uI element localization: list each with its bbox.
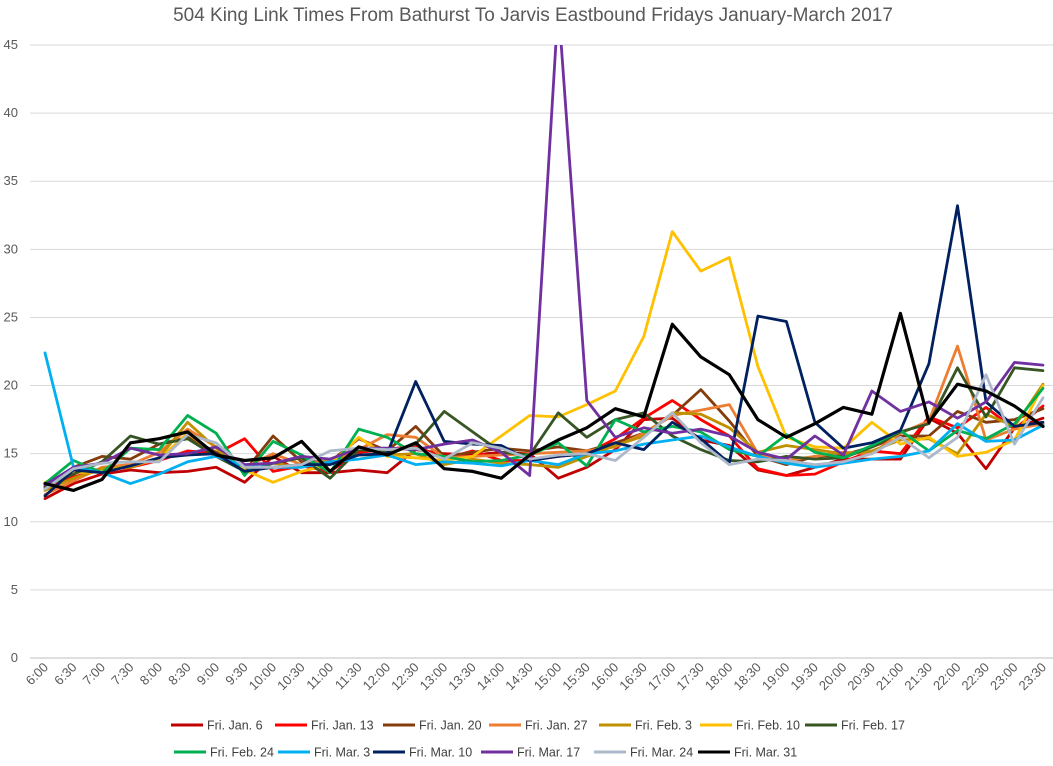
gridlines — [30, 44, 1053, 659]
y-tick-label: 15 — [4, 446, 18, 461]
y-tick-label: 10 — [4, 514, 18, 529]
y-axis: 0 5 10 15 20 25 30 35 40 45 — [4, 37, 18, 665]
x-tick-label: 13:30 — [445, 660, 479, 694]
x-tick-label: 19:00 — [759, 660, 793, 694]
x-tick-label: 15:00 — [531, 660, 565, 694]
x-tick-label: 14:00 — [474, 660, 508, 694]
y-tick-label: 0 — [11, 650, 18, 665]
y-tick-label: 5 — [11, 582, 18, 597]
x-tick-label: 11:30 — [332, 660, 365, 693]
series-line — [43, 382, 1045, 492]
x-tick-label: 15:30 — [559, 660, 593, 694]
x-tick-label: 23:00 — [987, 660, 1021, 694]
legend-label: Fri. Mar. 31 — [734, 746, 797, 760]
x-tick-label: 20:30 — [844, 660, 878, 694]
x-tick-label: 8:30 — [165, 660, 194, 689]
x-tick-label: 22:30 — [958, 660, 992, 694]
x-tick-label: 9:00 — [194, 660, 223, 689]
x-tick-label: 10:30 — [274, 660, 308, 694]
legend-label: Fri. Mar. 24 — [630, 746, 693, 760]
y-tick-label: 20 — [4, 378, 18, 393]
x-tick-label: 14:30 — [502, 660, 536, 694]
legend-label: Fri. Jan. 27 — [525, 719, 588, 733]
x-tick-label: 12:00 — [360, 660, 394, 694]
x-tick-label: 23:30 — [1016, 660, 1050, 694]
series-line — [43, 311, 1045, 492]
x-tick-label: 19:30 — [787, 660, 821, 694]
legend: Fri. Jan. 6 Fri. Jan. 13 Fri. Jan. 20 Fri. … — [171, 719, 905, 760]
y-tick-label: 35 — [4, 173, 18, 188]
x-tick-label: 18:30 — [730, 660, 764, 694]
x-tick-label: 10:00 — [246, 660, 280, 694]
x-tick-label: 7:00 — [80, 660, 109, 689]
x-tick-label: 17:00 — [645, 660, 679, 694]
x-axis: 6:00 6:30 7:00 7:30 8:00 8:30 9:00 9:3010:0010:… — [23, 660, 1050, 694]
series-line — [43, 45, 1045, 487]
legend-label: Fri. Mar. 3 — [314, 746, 370, 760]
legend-label: Fri. Feb. 24 — [210, 746, 274, 760]
x-tick-label: 17:30 — [673, 660, 707, 694]
legend-label: Fri. Feb. 10 — [736, 719, 800, 733]
y-tick-label: 25 — [4, 309, 18, 324]
series-line — [43, 373, 1045, 491]
x-tick-label: 21:00 — [873, 660, 907, 694]
x-tick-label: 21:30 — [901, 660, 935, 694]
x-tick-label: 8:00 — [137, 660, 166, 689]
x-tick-label: 16:30 — [616, 660, 650, 694]
legend-label: Fri. Mar. 10 — [409, 746, 472, 760]
x-tick-label: 7:30 — [108, 660, 137, 689]
x-tick-label: 6:00 — [23, 660, 52, 689]
x-tick-label: 22:00 — [930, 660, 964, 694]
y-tick-label: 30 — [4, 241, 18, 256]
x-tick-label: 16:00 — [588, 660, 622, 694]
x-tick-label: 11:00 — [303, 660, 336, 693]
chart-title: 504 King Link Times From Bathurst To Jar… — [173, 5, 893, 26]
legend-label: Fri. Jan. 20 — [419, 719, 482, 733]
x-tick-label: 18:00 — [702, 660, 736, 694]
x-tick-label: 6:30 — [51, 660, 80, 689]
legend-label: Fri. Mar. 17 — [517, 746, 580, 760]
legend-label: Fri. Feb. 3 — [635, 719, 692, 733]
series-line — [43, 399, 1045, 491]
x-tick-label: 20:00 — [816, 660, 850, 694]
series-lines — [43, 45, 1045, 501]
legend-label: Fri. Jan. 13 — [311, 719, 374, 733]
series-line — [43, 351, 1045, 486]
x-tick-label: 13:00 — [417, 660, 451, 694]
legend-label: Fri. Jan. 6 — [207, 719, 263, 733]
y-tick-label: 45 — [4, 37, 18, 52]
x-tick-label: 12:30 — [388, 660, 422, 694]
y-tick-label: 40 — [4, 105, 18, 120]
legend-label: Fri. Feb. 17 — [841, 719, 905, 733]
